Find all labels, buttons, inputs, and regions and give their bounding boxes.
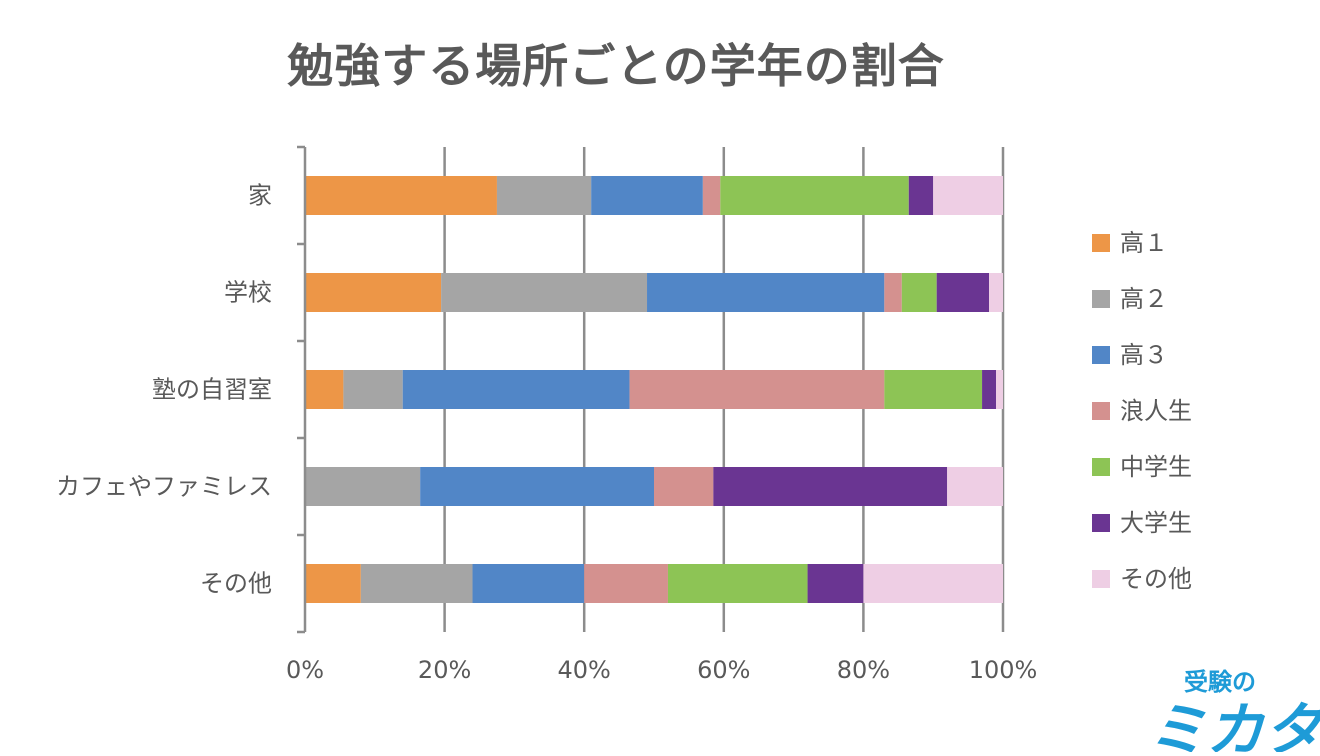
bar-segment bbox=[713, 467, 948, 506]
bar-segment bbox=[996, 370, 1003, 409]
bar-segment bbox=[702, 176, 721, 215]
bar-segment bbox=[472, 564, 585, 603]
legend-label: その他 bbox=[1120, 565, 1192, 593]
bar-segment bbox=[667, 564, 808, 603]
legend-swatch bbox=[1092, 458, 1110, 476]
legend-label: 中学生 bbox=[1120, 453, 1192, 481]
x-tick-label: 80% bbox=[837, 656, 890, 684]
bar-segment bbox=[807, 564, 864, 603]
bar-segment bbox=[584, 564, 668, 603]
bar-segment bbox=[360, 564, 473, 603]
bar-segment bbox=[654, 467, 714, 506]
bar-segment bbox=[629, 370, 885, 409]
x-tick-label: 20% bbox=[418, 656, 471, 684]
bar-segment bbox=[402, 370, 630, 409]
bar-segment bbox=[496, 176, 592, 215]
bar-segment bbox=[884, 370, 983, 409]
chart-title: 勉強する場所ごとの学年の割合 bbox=[287, 39, 945, 93]
x-tick-label: 100% bbox=[969, 656, 1038, 684]
legend-swatch bbox=[1092, 346, 1110, 364]
legend-swatch bbox=[1092, 570, 1110, 588]
category-label: 塾の自習室 bbox=[152, 376, 272, 404]
bar-segment bbox=[884, 273, 902, 312]
bar-segment bbox=[420, 467, 654, 506]
bar-segment bbox=[591, 176, 703, 215]
legend-label: 大学生 bbox=[1120, 509, 1192, 537]
category-label: その他 bbox=[200, 570, 272, 598]
x-tick-label: 40% bbox=[558, 656, 611, 684]
bar-segment bbox=[305, 370, 344, 409]
bar-segment bbox=[947, 467, 1003, 506]
category-label: 学校 bbox=[224, 279, 272, 307]
legend-label: 高１ bbox=[1120, 229, 1168, 257]
bar-segment bbox=[647, 273, 885, 312]
bar-segment bbox=[863, 564, 1003, 603]
bar-segment bbox=[305, 273, 442, 312]
bar-segment bbox=[343, 370, 403, 409]
bar-segment bbox=[908, 176, 934, 215]
category-label: カフェやファミレス bbox=[56, 473, 272, 501]
bar-segment bbox=[989, 273, 1003, 312]
x-tick-label: 60% bbox=[697, 656, 750, 684]
bar-segment bbox=[901, 273, 937, 312]
legend-label: 浪人生 bbox=[1120, 397, 1192, 425]
bar-segment bbox=[933, 176, 1003, 215]
logo-text-main: ミカタ bbox=[1148, 696, 1320, 752]
bar-segment bbox=[720, 176, 909, 215]
legend-swatch bbox=[1092, 514, 1110, 532]
bar-segment bbox=[305, 467, 421, 506]
legend-swatch bbox=[1092, 290, 1110, 308]
x-tick-label: 0% bbox=[286, 656, 324, 684]
bar-segment bbox=[305, 176, 497, 215]
legend-swatch bbox=[1092, 234, 1110, 252]
logo-text-top: 受験の bbox=[1184, 668, 1256, 696]
bars-layer bbox=[305, 176, 1003, 603]
bar-segment bbox=[441, 273, 648, 312]
bar-segment bbox=[305, 564, 361, 603]
brand-logo: 受験の ミカタ bbox=[1140, 664, 1320, 756]
bar-segment bbox=[936, 273, 990, 312]
bar-segment bbox=[982, 370, 997, 409]
category-label: 家 bbox=[248, 182, 272, 210]
legend-label: 高２ bbox=[1120, 285, 1168, 313]
legend-swatch bbox=[1092, 402, 1110, 420]
legend-label: 高３ bbox=[1120, 341, 1168, 369]
